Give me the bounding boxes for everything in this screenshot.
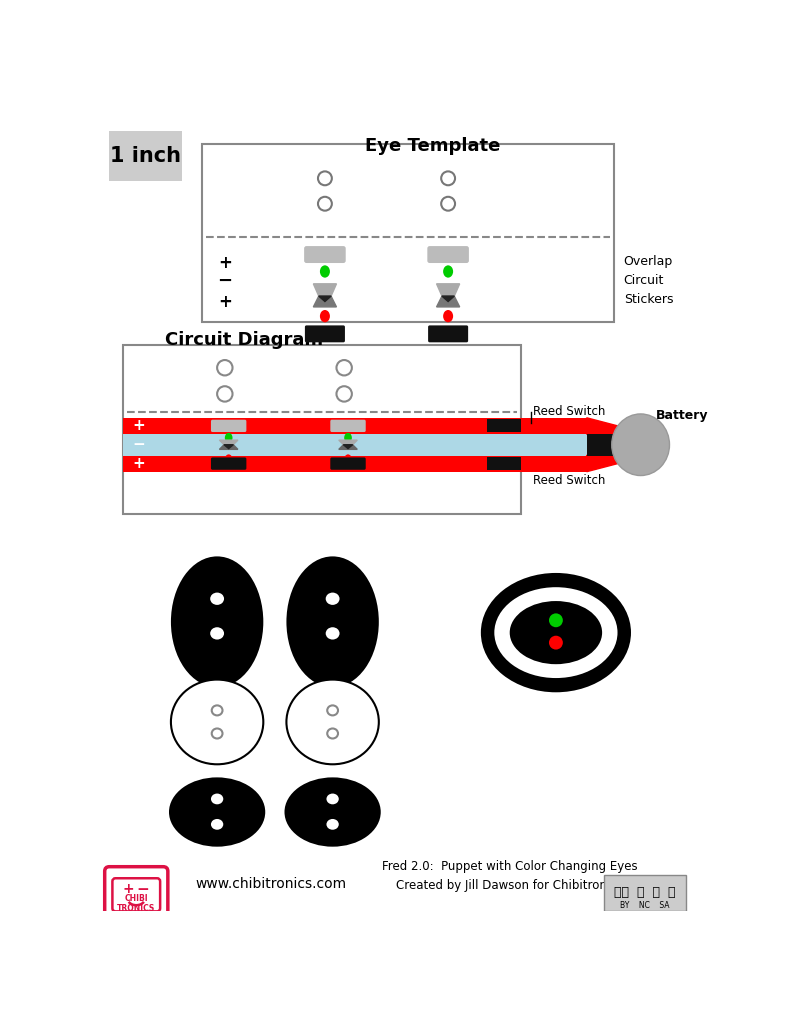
Text: Eye Template: Eye Template: [365, 137, 501, 155]
Ellipse shape: [344, 433, 351, 442]
Ellipse shape: [225, 455, 233, 464]
FancyBboxPatch shape: [305, 326, 345, 342]
Text: CHIBI
TRONICS: CHIBI TRONICS: [117, 894, 155, 913]
Ellipse shape: [326, 628, 340, 640]
Bar: [124, 456, 587, 472]
Ellipse shape: [481, 573, 631, 692]
Text: +: +: [123, 882, 135, 896]
Text: +: +: [132, 456, 145, 471]
Polygon shape: [587, 418, 637, 438]
FancyBboxPatch shape: [330, 458, 366, 470]
Ellipse shape: [328, 706, 338, 716]
Ellipse shape: [211, 819, 223, 829]
Bar: [487, 420, 521, 432]
Ellipse shape: [328, 728, 338, 738]
FancyBboxPatch shape: [112, 879, 160, 911]
Ellipse shape: [320, 310, 330, 323]
Ellipse shape: [210, 593, 224, 605]
Polygon shape: [219, 444, 238, 450]
Polygon shape: [313, 284, 336, 296]
FancyBboxPatch shape: [304, 246, 346, 263]
Text: Battery: Battery: [656, 409, 709, 422]
Polygon shape: [219, 440, 238, 444]
Ellipse shape: [443, 265, 453, 278]
Polygon shape: [587, 451, 637, 472]
Text: ⒸⓂ  Ⓛ  Ⓢ  Ⓢ: ⒸⓂ Ⓛ Ⓢ Ⓢ: [614, 887, 675, 899]
Text: www.chibitronics.com: www.chibitronics.com: [195, 877, 347, 891]
Ellipse shape: [510, 601, 602, 665]
Bar: [124, 345, 521, 514]
Text: 1 inch: 1 inch: [110, 146, 181, 166]
Ellipse shape: [212, 706, 222, 716]
Ellipse shape: [171, 556, 263, 687]
Bar: [487, 457, 521, 470]
Polygon shape: [344, 444, 352, 449]
Ellipse shape: [327, 794, 339, 804]
Polygon shape: [339, 440, 357, 444]
FancyBboxPatch shape: [427, 246, 469, 263]
Circle shape: [336, 360, 351, 376]
Text: Overlap
Circuit
Stickers: Overlap Circuit Stickers: [624, 255, 673, 306]
Polygon shape: [442, 296, 454, 301]
Ellipse shape: [320, 265, 330, 278]
Ellipse shape: [285, 777, 381, 847]
Ellipse shape: [225, 433, 233, 442]
Bar: [202, 144, 614, 322]
Text: Reed Switch: Reed Switch: [533, 474, 605, 487]
Polygon shape: [437, 284, 460, 296]
Text: −: −: [132, 437, 145, 453]
Ellipse shape: [326, 593, 340, 605]
Ellipse shape: [327, 819, 339, 829]
Ellipse shape: [211, 794, 223, 804]
Text: +: +: [218, 293, 232, 311]
Ellipse shape: [549, 636, 563, 649]
Circle shape: [217, 386, 233, 401]
Circle shape: [442, 197, 455, 211]
Text: −: −: [218, 271, 233, 290]
Ellipse shape: [344, 455, 351, 464]
Ellipse shape: [171, 680, 263, 764]
Polygon shape: [437, 296, 460, 307]
Ellipse shape: [612, 414, 669, 475]
FancyBboxPatch shape: [211, 420, 246, 432]
Bar: [124, 434, 587, 456]
Circle shape: [336, 386, 351, 401]
Bar: [109, 131, 183, 180]
Text: Reed Switch: Reed Switch: [533, 406, 605, 418]
Text: +: +: [218, 254, 232, 272]
Ellipse shape: [212, 728, 222, 738]
Ellipse shape: [286, 680, 379, 764]
FancyBboxPatch shape: [104, 866, 168, 921]
FancyBboxPatch shape: [603, 876, 686, 911]
Ellipse shape: [549, 613, 563, 628]
Circle shape: [442, 171, 455, 185]
Circle shape: [318, 171, 332, 185]
Text: Circuit Diagram: Circuit Diagram: [165, 331, 323, 349]
Ellipse shape: [286, 556, 379, 687]
Ellipse shape: [443, 310, 453, 323]
Circle shape: [217, 360, 233, 376]
FancyBboxPatch shape: [211, 458, 246, 470]
Polygon shape: [313, 296, 336, 307]
FancyBboxPatch shape: [330, 420, 366, 432]
Ellipse shape: [210, 628, 224, 640]
Polygon shape: [224, 444, 234, 449]
FancyBboxPatch shape: [428, 326, 468, 342]
Text: BY    NC    SA: BY NC SA: [620, 901, 669, 909]
Text: Fred 2.0:  Puppet with Color Changing Eyes
Created by Jill Dawson for Chibitroni: Fred 2.0: Puppet with Color Changing Eye…: [382, 860, 638, 892]
Text: +: +: [132, 418, 145, 433]
Ellipse shape: [169, 777, 265, 847]
Text: −: −: [136, 882, 149, 897]
Bar: [587, 434, 637, 456]
Polygon shape: [339, 444, 357, 450]
Circle shape: [318, 197, 332, 211]
Polygon shape: [319, 296, 331, 301]
Bar: [124, 418, 587, 434]
Ellipse shape: [494, 587, 618, 678]
